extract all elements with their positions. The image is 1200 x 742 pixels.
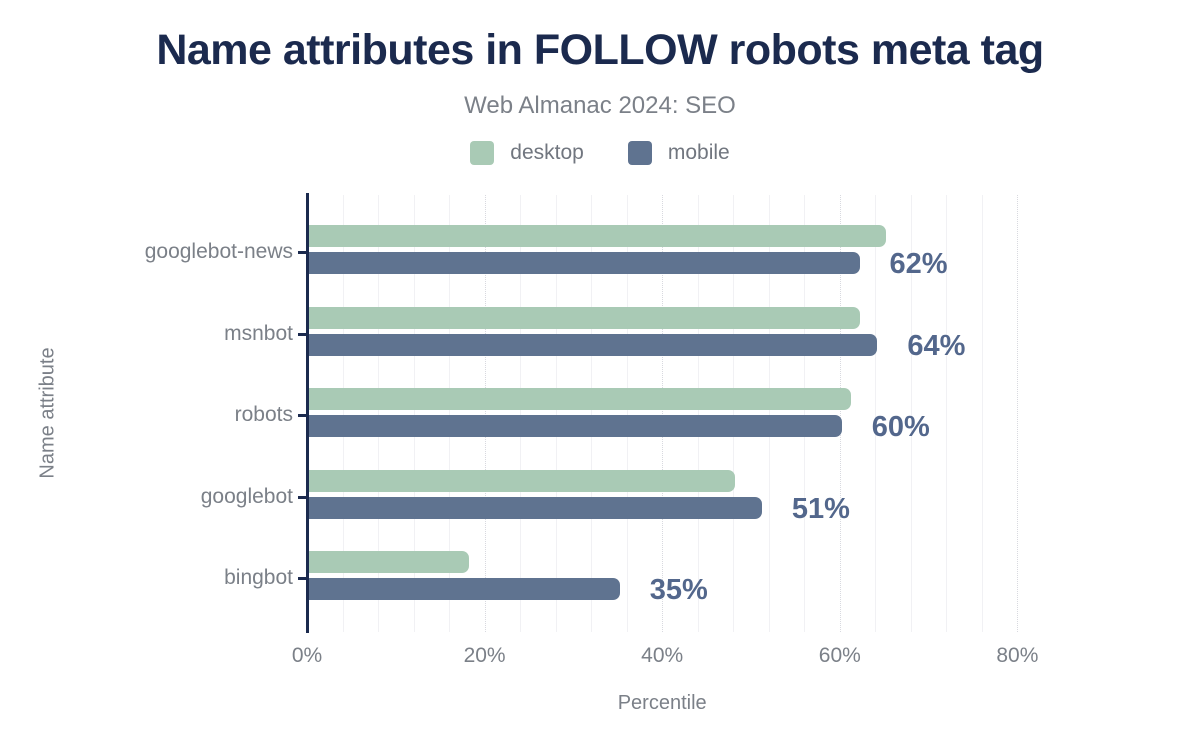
chart-title: Name attributes in FOLLOW robots meta ta… [156, 26, 1044, 74]
x-tick-label: 40% [641, 644, 684, 667]
minor-gridline [449, 195, 451, 632]
desktop-bar-googlebot-news[interactable] [309, 225, 887, 247]
x-tick-label: 80% [996, 644, 1039, 667]
value-label: 51% [791, 492, 850, 525]
category-label: msnbot [224, 321, 293, 345]
mobile-bar-robots[interactable] [309, 415, 842, 438]
mobile-bar-googlebot-news[interactable] [309, 252, 860, 274]
y-axis-tick [298, 495, 307, 499]
category-label: googlebot [200, 484, 293, 508]
major-gridline [1017, 195, 1019, 632]
legend-item-mobile: mobile [627, 141, 730, 165]
value-label: 62% [889, 248, 948, 280]
mobile-bar-googlebot[interactable] [309, 496, 762, 519]
x-tick-label: 20% [463, 644, 506, 667]
minor-gridline [520, 195, 522, 632]
minor-gridline [804, 195, 806, 632]
desktop-bar-msnbot[interactable] [309, 306, 860, 329]
minor-gridline [768, 195, 770, 632]
category-label: bingbot [224, 566, 293, 590]
major-gridline [484, 195, 486, 632]
y-axis-tick [298, 332, 307, 336]
mobile-bar-msnbot[interactable] [309, 333, 878, 356]
legend-label: desktop [510, 141, 584, 164]
category-label: robots [234, 403, 293, 427]
major-gridline [839, 195, 841, 632]
value-label: 35% [649, 574, 708, 607]
minor-gridline [413, 195, 415, 632]
minor-gridline [981, 195, 983, 632]
minor-gridline [591, 195, 593, 632]
x-tick-label: 0% [291, 644, 323, 667]
minor-gridline [733, 195, 735, 632]
desktop-bar-bingbot[interactable] [309, 551, 469, 574]
minor-gridline [626, 195, 628, 632]
legend-item-desktop: desktop [470, 141, 584, 165]
minor-gridline [342, 195, 344, 632]
desktop-swatch-icon [470, 141, 495, 165]
desktop-bar-robots[interactable] [309, 388, 851, 411]
category-label: googlebot-news [144, 240, 293, 263]
major-gridline [662, 195, 664, 632]
chart-subtitle: Web Almanac 2024: SEO [464, 92, 736, 119]
minor-gridline [875, 195, 877, 632]
value-label: 64% [907, 329, 966, 362]
x-axis-title: Percentile [617, 692, 707, 714]
y-axis-tick [298, 414, 307, 418]
minor-gridline [555, 195, 557, 632]
desktop-bar-googlebot[interactable] [309, 469, 736, 492]
y-axis-line [306, 193, 309, 633]
minor-gridline [697, 195, 699, 632]
y-axis-tick [298, 577, 307, 581]
legend-label: mobile [667, 141, 730, 164]
legend: desktop mobile [0, 141, 1200, 165]
mobile-bar-bingbot[interactable] [309, 578, 620, 601]
minor-gridline [946, 195, 948, 632]
minor-gridline [910, 195, 912, 632]
y-axis-tick [298, 251, 307, 254]
value-label: 60% [871, 411, 930, 444]
minor-gridline [378, 195, 380, 632]
mobile-swatch-icon [627, 141, 652, 165]
x-tick-label: 60% [818, 644, 861, 667]
